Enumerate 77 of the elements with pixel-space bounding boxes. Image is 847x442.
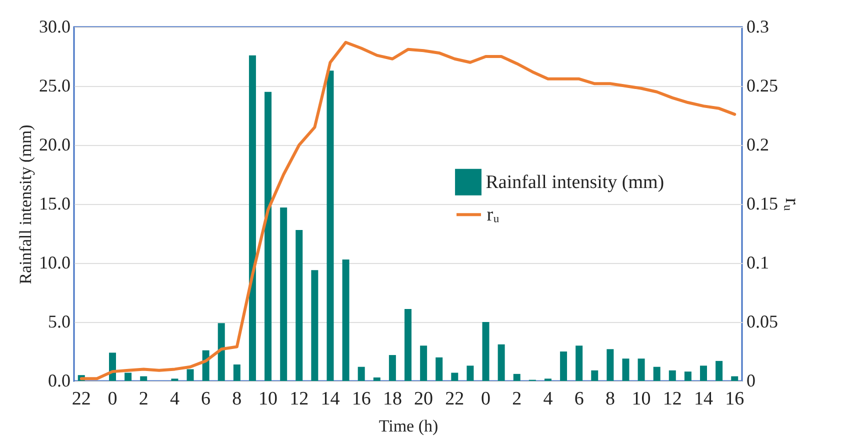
x-tick-label: 20 bbox=[414, 388, 434, 410]
bar bbox=[296, 230, 303, 381]
bar bbox=[342, 259, 350, 381]
bar bbox=[186, 369, 194, 381]
bar bbox=[591, 370, 598, 381]
x-tick-label: 18 bbox=[382, 388, 402, 410]
bar bbox=[404, 309, 412, 381]
x-tick-label: 6 bbox=[201, 388, 211, 410]
y2-tick-label: 0.2 bbox=[746, 134, 769, 154]
x-tick-label: 0 bbox=[108, 388, 118, 410]
x-tick-label: 6 bbox=[574, 388, 584, 410]
bar bbox=[513, 374, 520, 381]
x-tick-label: 2 bbox=[138, 388, 148, 410]
bar bbox=[466, 366, 474, 381]
bar bbox=[436, 357, 443, 381]
bar bbox=[684, 372, 692, 381]
x-tick-label: 16 bbox=[352, 388, 371, 410]
bar bbox=[373, 377, 380, 381]
bar bbox=[668, 370, 676, 381]
x-tick-label: 14 bbox=[694, 388, 714, 410]
line-series bbox=[80, 40, 736, 380]
bar bbox=[498, 344, 505, 381]
bar bbox=[700, 366, 708, 381]
y-tick-label: 20.0 bbox=[39, 134, 70, 154]
x-tick-label: 12 bbox=[290, 388, 309, 410]
y2-tick-label: 0.15 bbox=[746, 194, 778, 214]
x-tick-label: 22 bbox=[72, 388, 91, 410]
y-axis-title: Rainfall intensity (mm) bbox=[16, 124, 35, 284]
bar bbox=[731, 376, 738, 381]
bar bbox=[124, 372, 132, 381]
legend-label: rᵤ bbox=[486, 204, 500, 226]
bar bbox=[140, 376, 148, 381]
bar bbox=[264, 92, 272, 381]
legend-label: Rainfall intensity (mm) bbox=[486, 172, 664, 194]
bar bbox=[622, 358, 630, 381]
x-tick-label: 4 bbox=[543, 388, 554, 410]
bar bbox=[606, 349, 614, 381]
y-tick-label: 25.0 bbox=[39, 76, 70, 96]
x-tick-label: 10 bbox=[632, 388, 651, 410]
bar bbox=[280, 208, 288, 381]
y-tick-label: 5.0 bbox=[48, 312, 70, 332]
bar bbox=[218, 323, 225, 381]
bar bbox=[388, 355, 396, 381]
x-tick-label: 14 bbox=[320, 388, 340, 410]
x-tick-label: 8 bbox=[605, 388, 615, 410]
bar bbox=[420, 346, 428, 381]
bar bbox=[233, 364, 240, 381]
y-tick-label: 0.0 bbox=[48, 370, 70, 390]
y2-tick-label: 0.05 bbox=[746, 312, 778, 332]
y-tick-label: 10.0 bbox=[39, 252, 70, 272]
bar bbox=[311, 270, 318, 381]
bar bbox=[482, 322, 490, 381]
x-tick-label: 16 bbox=[725, 388, 744, 410]
x-axis-title: Time (h) bbox=[378, 416, 438, 436]
bar bbox=[576, 346, 583, 381]
y2-tick-label: 0.3 bbox=[746, 16, 769, 36]
y-tick-label: 30.0 bbox=[39, 16, 70, 36]
x-tick-label: 8 bbox=[232, 388, 242, 410]
y2-tick-label: 0 bbox=[746, 370, 756, 390]
y2-tick-label: 0.1 bbox=[746, 252, 769, 272]
x-tick-label: 2 bbox=[512, 388, 522, 410]
bar bbox=[560, 352, 568, 381]
x-tick-label: 12 bbox=[662, 388, 682, 410]
x-tick-label: 4 bbox=[170, 388, 180, 410]
bar bbox=[326, 70, 334, 381]
bar bbox=[638, 358, 645, 381]
y-tick-label: 15.0 bbox=[39, 194, 70, 214]
bar bbox=[248, 55, 256, 381]
bar bbox=[716, 360, 723, 381]
bar bbox=[451, 372, 458, 381]
x-tick-label: 10 bbox=[258, 388, 278, 410]
bar bbox=[358, 366, 365, 381]
bar bbox=[653, 366, 660, 381]
x-tick-label: 22 bbox=[445, 388, 464, 410]
x-tick-label: 0 bbox=[481, 388, 491, 410]
y2-axis-title: rᵤ bbox=[781, 198, 803, 212]
y2-tick-label: 0.25 bbox=[746, 76, 778, 96]
